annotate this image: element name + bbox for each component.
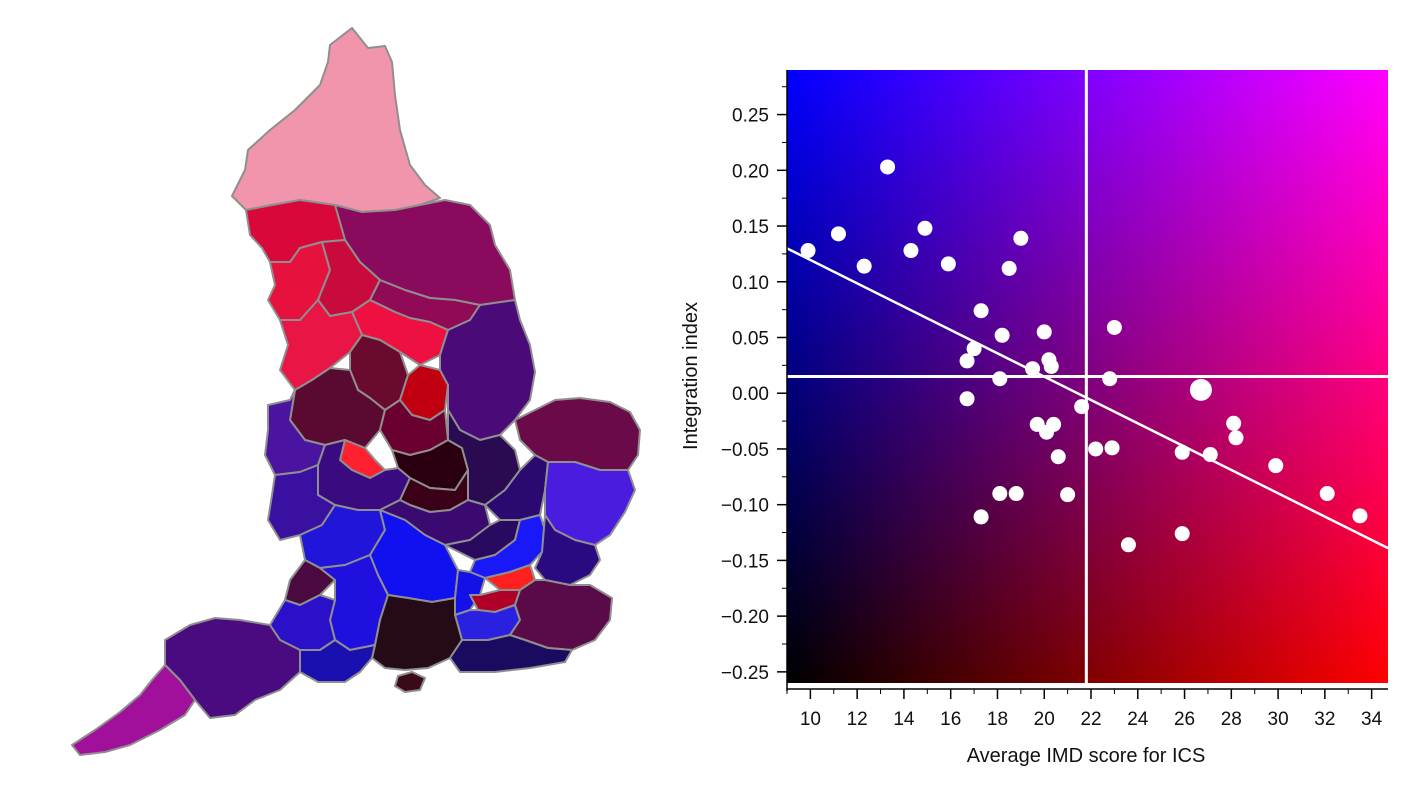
data-point xyxy=(1228,430,1244,446)
data-point xyxy=(1036,324,1052,340)
data-point xyxy=(903,243,919,259)
data-point xyxy=(1319,486,1335,502)
trend-line-layer xyxy=(786,247,1389,550)
map-region-dorset xyxy=(299,639,376,683)
data-point xyxy=(959,353,975,369)
data-point xyxy=(880,159,896,175)
data-point xyxy=(1202,447,1218,463)
x-tick-label: 24 xyxy=(1127,709,1149,730)
data-point xyxy=(994,327,1010,343)
x-tick-label: 26 xyxy=(1174,709,1195,730)
y-tick-label: −0.25 xyxy=(721,663,769,684)
y-tick-label: −0.10 xyxy=(721,496,769,517)
data-point xyxy=(1120,537,1136,553)
data-point xyxy=(1174,526,1190,542)
x-tick-label: 12 xyxy=(847,709,868,730)
data-point xyxy=(1352,508,1368,524)
reference-lines xyxy=(787,70,1388,683)
data-point xyxy=(1013,230,1029,246)
data-point xyxy=(1001,260,1017,276)
data-point xyxy=(800,243,816,259)
data-point xyxy=(856,258,872,274)
x-tick-label: 34 xyxy=(1361,709,1383,730)
data-point xyxy=(992,371,1008,387)
data-point xyxy=(992,486,1008,502)
y-tick-label: −0.15 xyxy=(721,551,769,572)
map-region-kent xyxy=(509,579,613,651)
y-tick-label: 0.25 xyxy=(732,106,769,127)
map-region-isle-of-wight xyxy=(394,671,426,693)
data-point xyxy=(1088,441,1104,457)
x-tick-label: 18 xyxy=(987,709,1008,730)
x-tick-label: 28 xyxy=(1221,709,1242,730)
england-choropleth-map xyxy=(71,27,641,756)
data-point xyxy=(1226,415,1242,431)
data-point xyxy=(1268,458,1284,474)
y-tick-label: −0.05 xyxy=(721,440,769,461)
y-tick-label: 0.05 xyxy=(732,328,769,349)
x-tick-label: 22 xyxy=(1080,709,1101,730)
data-point xyxy=(1046,416,1062,432)
y-axis-title: Integration index xyxy=(680,302,702,450)
data-point xyxy=(940,256,956,272)
y-tick-label: 0.15 xyxy=(732,217,769,238)
x-tick-label: 20 xyxy=(1034,709,1055,730)
axes: 0.25 0.20 0.15 0.10 0.05 0.00 −0.05 −0.10 −0.15 −… xyxy=(721,70,1388,730)
data-point xyxy=(1189,378,1212,401)
map-region-essex xyxy=(534,514,601,586)
y-tick-label: 0.00 xyxy=(732,384,769,405)
data-point xyxy=(1106,319,1122,335)
y-tick-label: 0.20 xyxy=(732,161,769,182)
x-tick-label: 16 xyxy=(940,709,961,730)
data-point xyxy=(1025,361,1041,377)
x-tick-label: 10 xyxy=(800,709,821,730)
trend-line xyxy=(786,247,1389,550)
x-tick-label: 30 xyxy=(1268,709,1289,730)
data-point xyxy=(1060,487,1076,503)
data-point xyxy=(1104,440,1120,456)
x-tick-label: 32 xyxy=(1314,709,1335,730)
x-tick-label: 14 xyxy=(893,709,915,730)
data-point xyxy=(973,509,989,525)
data-point xyxy=(1174,444,1190,460)
x-axis-title: Average IMD score for ICS xyxy=(967,745,1206,767)
data-point xyxy=(966,341,982,357)
data-point xyxy=(1008,486,1024,502)
data-point xyxy=(973,303,989,319)
y-tick-label: −0.20 xyxy=(721,607,769,628)
data-point xyxy=(1074,399,1090,415)
map-region-sussex xyxy=(449,634,573,673)
y-tick-label: 0.10 xyxy=(732,273,769,294)
data-point xyxy=(917,220,933,236)
data-point xyxy=(830,226,846,242)
data-point xyxy=(1043,358,1059,374)
data-point xyxy=(1102,371,1118,387)
data-point xyxy=(959,391,975,407)
data-points xyxy=(800,159,1368,553)
map-region-cornwall xyxy=(71,664,196,756)
data-point xyxy=(1050,449,1066,465)
